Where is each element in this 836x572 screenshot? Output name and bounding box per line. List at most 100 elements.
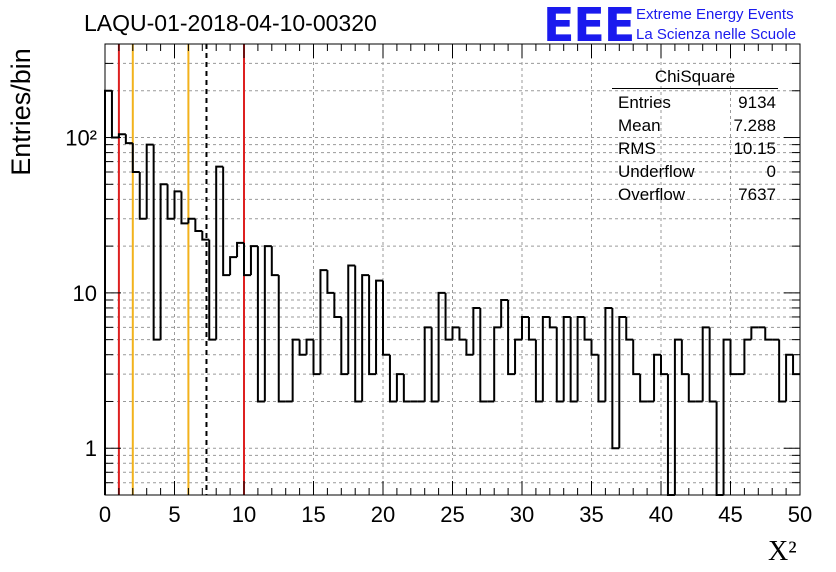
x-tick-label: 20 xyxy=(371,502,395,527)
histogram-bin xyxy=(430,327,439,403)
histogram-bin xyxy=(541,315,550,402)
histogram-bin xyxy=(785,353,794,402)
histogram-bin xyxy=(465,339,474,356)
histogram-bin xyxy=(555,327,564,403)
histogram-bin xyxy=(653,353,661,402)
histogram-bin xyxy=(534,339,543,403)
histogram-bin xyxy=(708,327,717,403)
histogram-bin xyxy=(611,307,620,450)
stats-box: ChiSquare Entries 9134 Mean 7.288 RMS 10… xyxy=(612,66,778,206)
histogram-bin xyxy=(131,143,140,173)
histogram-bin xyxy=(340,316,349,376)
histogram-bin xyxy=(124,134,133,145)
histogram-bin xyxy=(423,326,432,402)
histogram-bin xyxy=(361,274,370,402)
x-tick-label: 0 xyxy=(99,502,111,527)
axis-ticks xyxy=(104,43,801,496)
histogram-bin xyxy=(527,316,536,341)
x-tick-label: 50 xyxy=(788,502,812,527)
stats-value: 10.15 xyxy=(733,139,776,158)
histogram-bin xyxy=(229,256,238,276)
histogram-bin xyxy=(333,292,342,318)
y-axis-title-text: Entries/bin xyxy=(6,48,36,176)
histogram-bin xyxy=(618,315,627,449)
histogram-bin xyxy=(270,246,279,277)
stats-row-underflow: Underflow 0 xyxy=(612,160,778,183)
histogram-bin xyxy=(778,339,787,403)
histogram-bin xyxy=(590,339,599,356)
x-tick-label: 5 xyxy=(168,502,180,527)
histogram-bin xyxy=(395,373,404,402)
y-tick-label: 10² xyxy=(65,126,97,151)
x-tick-label: 10 xyxy=(232,502,256,527)
x-tick-label: 45 xyxy=(718,502,742,527)
logo-subtitle-2: La Scienza nelle Scuole xyxy=(636,26,797,43)
x-tick-label: 15 xyxy=(301,502,325,527)
stats-row-overflow: Overflow 7637 xyxy=(612,183,778,206)
grid-lines xyxy=(105,43,800,496)
eee-logo: EEE Extreme Energy Events La Scienza nel… xyxy=(543,2,833,48)
histogram-bin xyxy=(208,239,217,341)
stats-label: Underflow xyxy=(618,162,695,181)
histogram-bin xyxy=(243,242,251,277)
histogram-bin xyxy=(458,327,467,341)
histogram-bin xyxy=(319,269,328,375)
histogram-bin xyxy=(583,316,592,341)
tick-labels: 0 5 10 15 20 25 30 35 40 45 50 1 10 10² xyxy=(65,126,812,527)
histogram-bin xyxy=(159,183,168,340)
histogram-bin xyxy=(382,280,390,356)
y-tick-label: 1 xyxy=(85,436,97,461)
histogram-bin xyxy=(701,326,710,402)
histogram-bin xyxy=(215,165,224,340)
histogram-bin xyxy=(604,306,613,402)
histogram-bin xyxy=(548,316,557,329)
histogram-bin xyxy=(347,264,356,375)
stats-title: ChiSquare xyxy=(612,66,778,89)
x-tick-label: 35 xyxy=(579,502,603,527)
histogram-bin xyxy=(569,316,578,403)
histogram-bin xyxy=(673,338,682,495)
histogram-bin xyxy=(500,298,509,328)
histogram-bin xyxy=(437,291,446,402)
histogram-bin xyxy=(472,306,481,355)
histogram-bin xyxy=(514,338,522,375)
histogram-bin xyxy=(222,166,231,277)
histogram-bin xyxy=(660,354,668,376)
histogram-bin xyxy=(173,190,182,219)
stats-label: Entries xyxy=(618,93,671,112)
histogram-bin xyxy=(368,275,377,376)
stats-value: 7.288 xyxy=(733,116,776,135)
histogram-bin xyxy=(236,241,244,258)
histogram-bin xyxy=(249,245,258,276)
histogram-bin xyxy=(291,338,300,402)
histogram-bin xyxy=(326,270,335,294)
histogram-bin xyxy=(576,315,585,402)
histogram-bin xyxy=(263,245,272,402)
stats-value: 7637 xyxy=(738,185,776,204)
histogram-bin xyxy=(750,326,759,340)
histogram-bin xyxy=(145,143,154,219)
histogram-bin xyxy=(792,354,800,376)
histogram-bin xyxy=(562,315,571,402)
histogram-bin xyxy=(305,338,314,355)
histogram-bin xyxy=(138,171,147,220)
histogram-bin xyxy=(194,218,203,233)
histogram-bin xyxy=(479,307,488,403)
histogram-bin xyxy=(277,275,286,403)
histogram-bin xyxy=(298,339,307,356)
histogram-bin xyxy=(117,133,126,138)
histogram-bin xyxy=(639,374,648,403)
stats-value: 9134 xyxy=(738,93,776,112)
stats-row-rms: RMS 10.15 xyxy=(612,137,778,160)
x-tick-label: 30 xyxy=(510,502,534,527)
stats-row-mean: Mean 7.288 xyxy=(612,114,778,137)
histogram-bin xyxy=(597,354,606,403)
histogram-bin xyxy=(388,354,397,403)
histogram-bin xyxy=(152,144,161,341)
x-axis-title: X² xyxy=(768,536,797,567)
histogram-bin xyxy=(375,279,383,375)
histogram-bin xyxy=(201,231,210,241)
histogram-bin xyxy=(493,326,502,402)
histogram-bin xyxy=(722,338,731,495)
histogram-bin xyxy=(312,339,321,376)
